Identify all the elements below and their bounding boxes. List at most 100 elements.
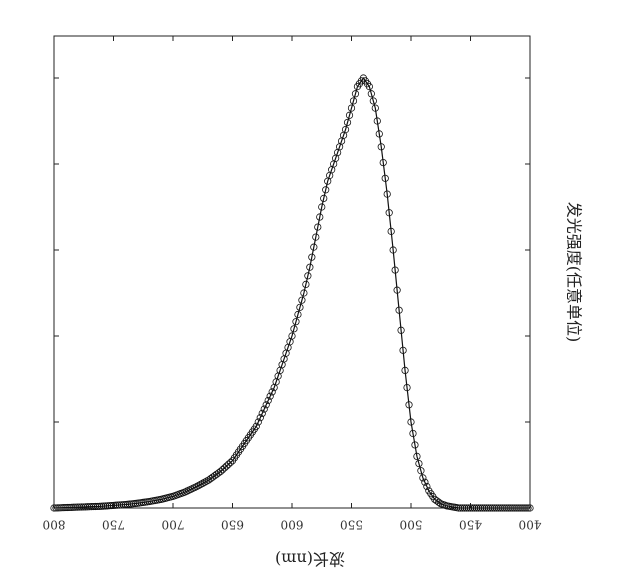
data-point: [308, 253, 316, 261]
data-point: [512, 504, 520, 512]
x-tick-label: 650: [221, 518, 244, 532]
data-point: [292, 318, 300, 326]
data-points: [50, 74, 534, 512]
data-point: [498, 504, 506, 512]
data-point: [111, 501, 120, 509]
data-point: [117, 501, 126, 509]
data-point: [387, 227, 395, 235]
data-point: [50, 504, 58, 512]
data-point: [504, 504, 512, 512]
data-point: [464, 504, 473, 512]
data-point: [98, 502, 106, 510]
data-point: [478, 504, 486, 512]
data-point: [312, 233, 320, 241]
data-point: [296, 303, 304, 311]
data-point: [92, 502, 100, 511]
data-point: [318, 203, 326, 211]
data-point: [371, 104, 379, 112]
data-point: [484, 504, 492, 512]
data-point: [458, 504, 467, 512]
data-point: [476, 504, 485, 512]
data-point: [391, 266, 399, 274]
data-point: [343, 118, 352, 127]
data-point: [121, 500, 130, 509]
data-point: [524, 504, 532, 512]
data-point: [201, 478, 209, 486]
data-point: [419, 474, 427, 482]
data-point: [415, 459, 423, 468]
data-point: [417, 467, 425, 475]
data-point: [306, 263, 314, 271]
data-point: [407, 418, 415, 426]
data-point: [86, 503, 94, 511]
data-point: [369, 97, 377, 105]
data-point: [490, 504, 498, 512]
data-point: [516, 504, 524, 512]
plot-frame: [53, 35, 531, 509]
data-point: [486, 504, 494, 512]
x-tick-label: 600: [281, 518, 304, 532]
data-point: [264, 396, 272, 405]
x-axis-title: 波长(nm): [275, 550, 345, 569]
x-tick-label: 750: [102, 518, 125, 532]
data-point: [310, 243, 318, 251]
data-point: [56, 504, 64, 512]
data-point: [322, 186, 330, 194]
data-point: [88, 503, 96, 511]
data-point: [199, 479, 207, 487]
data-point: [393, 286, 401, 294]
data-point: [401, 366, 409, 374]
data-point: [207, 475, 215, 483]
data-point: [60, 504, 68, 512]
data-point: [96, 502, 104, 510]
data-point: [395, 306, 403, 314]
data-point: [518, 504, 526, 512]
data-point: [72, 503, 80, 511]
data-point: [80, 503, 88, 511]
data-point: [345, 111, 354, 119]
data-point: [500, 504, 508, 512]
x-tick-label: 700: [162, 518, 185, 532]
data-point: [84, 503, 92, 511]
data-point: [433, 497, 441, 505]
data-point: [103, 502, 112, 510]
data-point: [268, 388, 276, 396]
data-point: [460, 504, 469, 512]
data-point: [78, 503, 86, 511]
data-point: [54, 504, 62, 512]
data-point: [409, 429, 417, 438]
data-point: [520, 504, 528, 512]
fit-line: [53, 76, 530, 509]
data-point: [496, 504, 504, 512]
data-point: [389, 246, 397, 254]
data-point: [381, 174, 389, 182]
data-point: [258, 409, 266, 417]
data-point: [260, 405, 268, 413]
data-point: [508, 504, 516, 512]
data-point: [119, 501, 128, 509]
data-point: [304, 272, 312, 280]
data-point: [423, 482, 431, 491]
data-point: [377, 143, 385, 151]
data-point: [74, 503, 82, 511]
data-point: [314, 223, 322, 231]
data-point: [64, 503, 72, 512]
data-point: [256, 414, 264, 422]
data-point: [399, 346, 407, 354]
data-point: [222, 462, 231, 470]
data-point: [514, 504, 522, 512]
data-point: [482, 504, 490, 512]
data-point: [107, 501, 116, 510]
x-tick-label: 500: [400, 518, 423, 532]
data-point: [82, 503, 90, 511]
data-point: [195, 481, 203, 490]
data-point: [425, 487, 433, 495]
data-point: [470, 504, 479, 512]
data-point: [101, 502, 110, 510]
data-point: [466, 504, 475, 512]
data-point: [413, 452, 421, 460]
data-point: [58, 504, 66, 512]
data-point: [94, 502, 102, 511]
data-point: [411, 441, 419, 449]
data-point: [290, 325, 298, 333]
